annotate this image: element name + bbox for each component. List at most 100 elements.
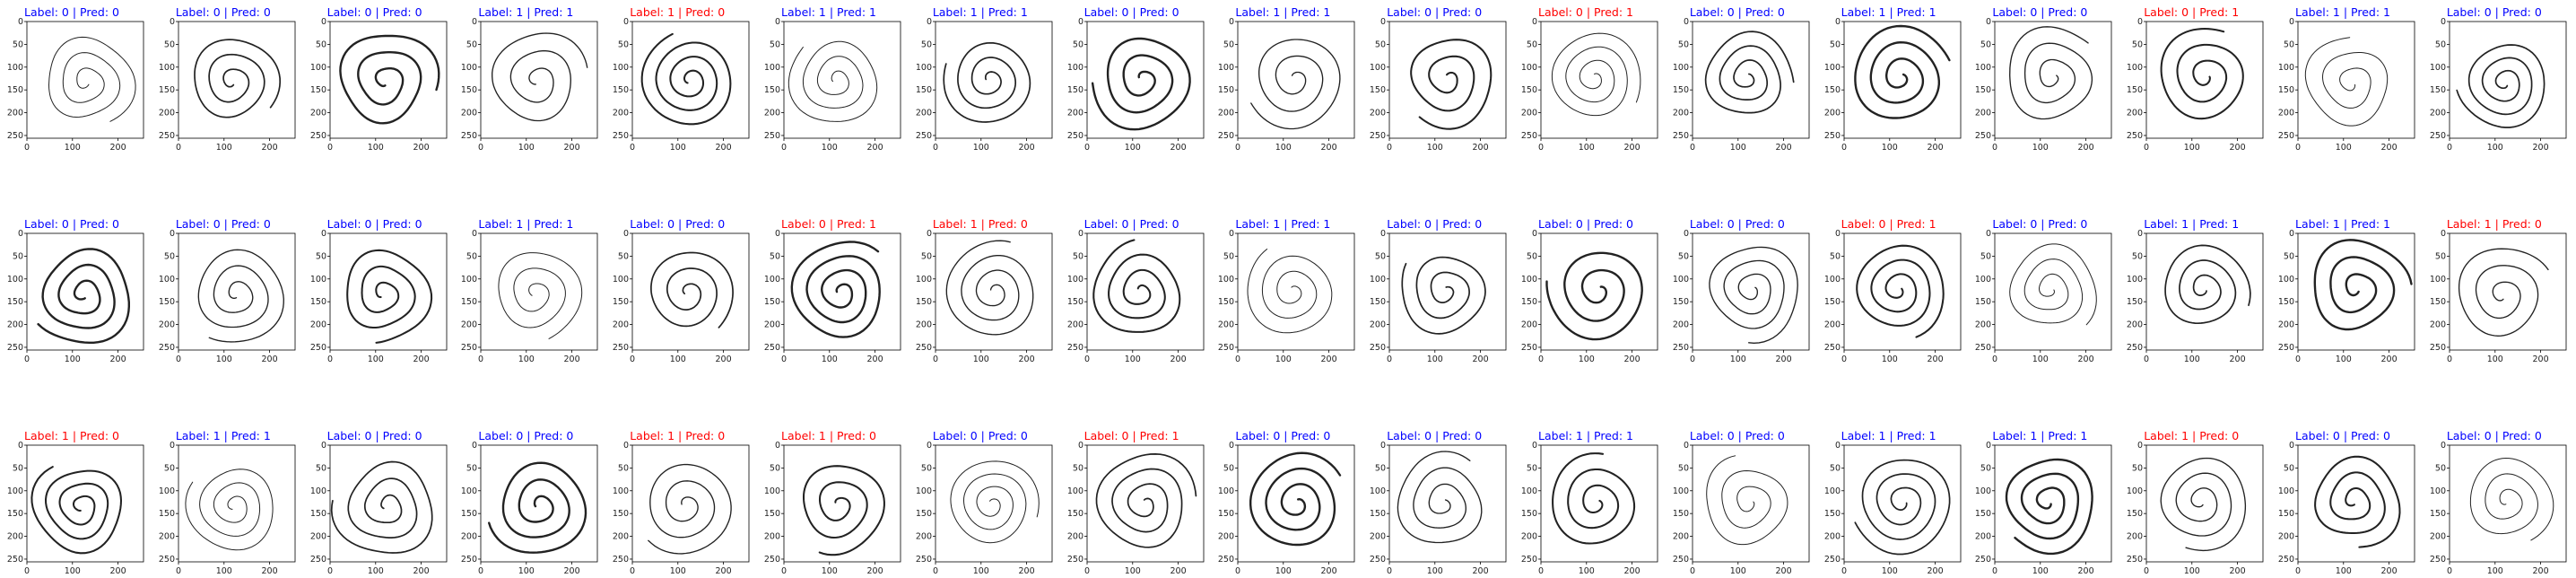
panel-title: Label: 0 | Pred: 0 [1387,5,1483,19]
y-tick-label: 200 [7,109,23,118]
panel-title: Label: 0 | Pred: 0 [932,429,1028,442]
y-tick-label: 50 [2284,39,2294,49]
x-tick-label: 0 [327,143,333,153]
y-tick-label: 0 [1078,17,1083,27]
panel-title: Label: 1 | Pred: 1 [1235,217,1331,231]
spiral-drawing [1249,451,1342,547]
axes-frame [480,232,598,351]
y-tick-label: 50 [2435,251,2446,261]
x-tick-label: 100 [1730,566,1746,576]
y-tick-label: 0 [2441,441,2446,451]
axes-frame [1237,444,1355,563]
subplot-panel: Label: 1 | Pred: 0 0 50 100 150 200 250 0 100 200 [764,429,901,576]
panel-title: Label: 1 | Pred: 0 [24,429,119,442]
subplot-panel: Label: 0 | Pred: 0 0 50 100 150 200 250 0 100 200 [1218,429,1355,576]
spiral-drawing [2006,458,2094,556]
y-tick-label: 0 [927,17,932,27]
y-tick-label: 150 [461,297,477,307]
x-tick-label: 200 [866,566,883,576]
x-tick-label: 0 [1538,566,1544,576]
y-tick-label: 200 [7,532,23,542]
x-tick-label: 100 [2336,566,2352,576]
y-tick-label: 0 [1078,229,1083,239]
y-tick-label: 0 [170,17,175,27]
axes-frame [1540,232,1658,351]
x-tick-label: 100 [216,355,232,364]
y-tick-label: 50 [2132,39,2143,49]
x-tick-label: 0 [2295,566,2301,576]
y-tick-label: 200 [2430,532,2446,542]
y-tick-label: 50 [618,39,629,49]
y-tick-label: 100 [764,63,780,73]
x-tick-label: 100 [2487,355,2503,364]
panel-title: Label: 0 | Pred: 0 [1083,5,1179,19]
subplot-panel: Label: 1 | Pred: 1 0 50 100 150 200 250 0 100 200 [2278,5,2415,153]
panel-title: Label: 0 | Pred: 1 [2144,5,2240,19]
y-tick-label: 100 [1066,486,1083,496]
y-tick-label: 50 [1678,39,1689,49]
y-tick-label: 250 [1975,131,1991,141]
x-tick-label: 200 [2532,566,2548,576]
axes-frame [631,21,750,139]
spiral-drawing [1709,246,1798,344]
spiral-drawing [648,463,732,555]
x-tick-label: 0 [2295,143,2301,153]
panel-title: Label: 0 | Pred: 0 [326,5,422,19]
x-tick-label: 100 [1579,143,1595,153]
y-tick-label: 100 [1823,486,1840,496]
spiral-drawing [1705,455,1788,546]
y-tick-label: 200 [764,109,780,118]
x-tick-label: 200 [109,143,126,153]
y-tick-label: 250 [1975,343,1991,353]
x-tick-label: 100 [1579,355,1595,364]
subplot-panel: Label: 0 | Pred: 0 0 50 100 150 200 250 0 100 200 [1673,429,1810,576]
y-tick-label: 250 [2278,343,2294,353]
x-tick-label: 0 [781,355,787,364]
subplot-panel: Label: 0 | Pred: 1 0 50 100 150 200 250 0 100 200 [1521,5,1658,153]
y-tick-label: 200 [2127,320,2143,330]
x-tick-label: 100 [1275,355,1292,364]
y-tick-label: 50 [1375,463,1386,473]
x-tick-label: 0 [24,143,30,153]
subplot-panel: Label: 0 | Pred: 0 0 50 100 150 200 250 0 100 200 [309,5,447,153]
x-tick-label: 0 [933,355,938,364]
y-tick-label: 150 [1975,509,1991,519]
y-tick-label: 200 [1823,320,1840,330]
subplot-panel: Label: 0 | Pred: 0 0 50 100 150 200 250 0 100 200 [7,217,144,364]
y-tick-label: 50 [466,463,477,473]
y-tick-label: 250 [1823,131,1840,141]
y-tick-label: 50 [2132,463,2143,473]
y-tick-label: 0 [170,441,175,451]
y-tick-label: 200 [613,320,629,330]
y-tick-label: 200 [1673,320,1689,330]
y-tick-label: 150 [2430,297,2446,307]
y-tick-label: 150 [1975,297,1991,307]
panel-title: Label: 1 | Pred: 0 [781,429,876,442]
y-tick-label: 250 [1370,555,1386,565]
y-tick-label: 50 [1980,251,1991,261]
y-tick-label: 0 [1835,441,1841,451]
axes-frame [2297,21,2415,139]
x-tick-label: 0 [24,566,30,576]
x-tick-label: 100 [670,355,686,364]
subplot-panel: Label: 1 | Pred: 1 0 50 100 150 200 250 0 100 200 [1218,5,1355,153]
y-tick-label: 0 [1986,17,1991,27]
x-tick-label: 0 [478,143,483,153]
axes-frame [1692,21,1810,139]
panel-title: Label: 1 | Pred: 1 [1841,5,1936,19]
panel-title: Label: 0 | Pred: 0 [326,217,422,231]
x-tick-label: 100 [1124,355,1140,364]
axes-frame [631,444,750,563]
y-tick-label: 150 [2127,85,2143,95]
subplot-panel: Label: 0 | Pred: 0 0 50 100 150 200 250 0 100 200 [1975,217,2112,364]
axes-frame [631,232,750,351]
y-tick-label: 50 [164,39,175,49]
y-tick-label: 250 [1823,555,1840,565]
y-tick-label: 50 [921,463,932,473]
y-tick-label: 150 [1823,85,1840,95]
spiral-drawing [2313,239,2413,331]
